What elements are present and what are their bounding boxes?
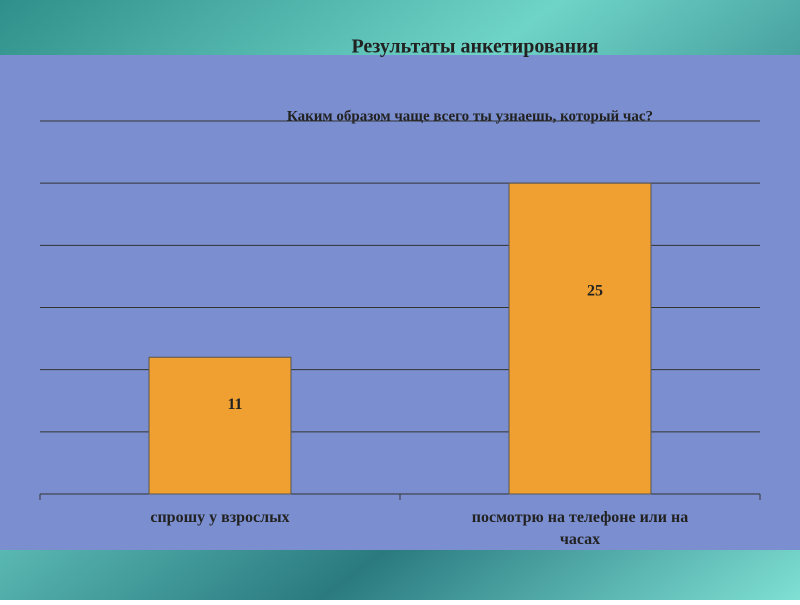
chart-title: Результаты анкетирования [351, 36, 598, 58]
value-label: 25 [587, 283, 603, 300]
bar [508, 182, 652, 495]
bar [148, 356, 292, 495]
chart-subtitle: Каким образом чаще всего ты узнаешь, кот… [287, 108, 653, 124]
value-label: 11 [227, 396, 242, 413]
panel [0, 55, 800, 550]
x-tick-label: спрошу у взрослых [150, 509, 289, 526]
x-tick-label: посмотрю на телефоне или на часах [472, 509, 688, 548]
